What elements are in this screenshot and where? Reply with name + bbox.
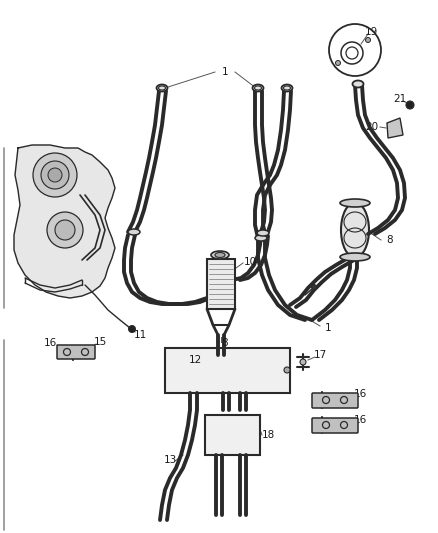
- Ellipse shape: [340, 199, 370, 207]
- Ellipse shape: [282, 85, 293, 92]
- Text: 10: 10: [244, 257, 257, 267]
- Text: 16: 16: [353, 415, 367, 425]
- Ellipse shape: [252, 85, 264, 92]
- Ellipse shape: [211, 251, 229, 259]
- Text: 11: 11: [134, 330, 147, 340]
- Text: 16: 16: [353, 389, 367, 399]
- Circle shape: [300, 359, 306, 365]
- Circle shape: [55, 220, 75, 240]
- Text: 15: 15: [93, 337, 106, 347]
- Ellipse shape: [156, 85, 167, 92]
- Circle shape: [41, 161, 69, 189]
- Text: 8: 8: [222, 338, 228, 348]
- Circle shape: [284, 367, 290, 373]
- Text: 20: 20: [365, 122, 378, 132]
- Text: 19: 19: [364, 27, 378, 37]
- Text: 8: 8: [387, 235, 393, 245]
- Polygon shape: [387, 118, 403, 138]
- Text: 18: 18: [261, 430, 275, 440]
- FancyBboxPatch shape: [57, 345, 95, 359]
- Text: 1: 1: [222, 67, 228, 77]
- Ellipse shape: [255, 235, 267, 241]
- Circle shape: [406, 101, 414, 109]
- FancyBboxPatch shape: [312, 393, 358, 408]
- FancyBboxPatch shape: [207, 259, 235, 309]
- Ellipse shape: [257, 230, 269, 236]
- Polygon shape: [14, 145, 115, 298]
- Circle shape: [128, 326, 135, 333]
- Circle shape: [33, 153, 77, 197]
- Ellipse shape: [215, 253, 225, 257]
- FancyBboxPatch shape: [312, 418, 358, 433]
- Circle shape: [365, 37, 371, 43]
- FancyBboxPatch shape: [205, 415, 260, 455]
- Circle shape: [48, 168, 62, 182]
- Ellipse shape: [128, 229, 140, 235]
- Text: 17: 17: [313, 350, 327, 360]
- Circle shape: [336, 61, 340, 66]
- Ellipse shape: [353, 80, 364, 87]
- Text: 16: 16: [43, 338, 57, 348]
- Text: 1: 1: [325, 323, 331, 333]
- Text: 13: 13: [163, 455, 177, 465]
- Circle shape: [47, 212, 83, 248]
- Text: 21: 21: [393, 94, 406, 104]
- Circle shape: [311, 285, 317, 289]
- Ellipse shape: [341, 203, 369, 257]
- Text: 12: 12: [188, 355, 201, 365]
- FancyBboxPatch shape: [165, 348, 290, 393]
- Ellipse shape: [340, 253, 370, 261]
